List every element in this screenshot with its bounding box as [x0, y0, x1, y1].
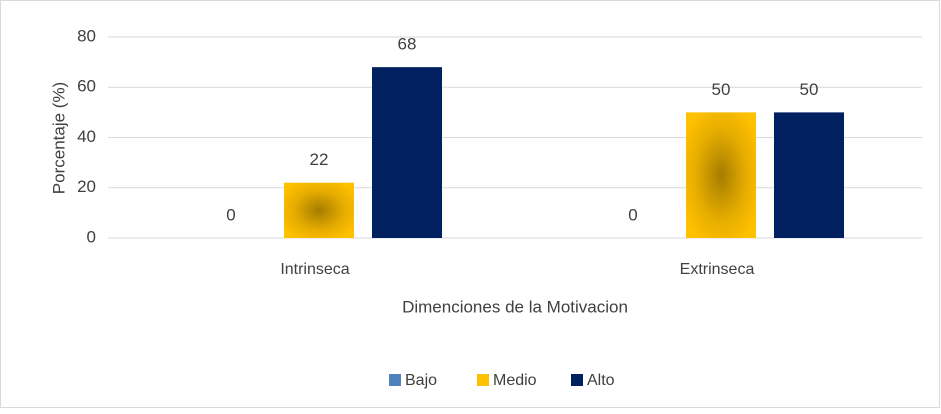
y-tick-label: 0 [87, 227, 96, 246]
x-tick-label: Intrinseca [280, 261, 349, 278]
legend-swatch [389, 374, 401, 386]
legend-swatch [477, 374, 489, 386]
legend-label: Bajo [405, 372, 437, 389]
bar [686, 112, 756, 238]
bar [372, 67, 442, 239]
x-tick-label: Extrinseca [680, 261, 755, 278]
legend-label: Medio [493, 372, 537, 389]
y-axis-title: Porcentaje (%) [49, 82, 68, 194]
data-label: 22 [310, 150, 329, 169]
y-tick-label: 60 [77, 77, 96, 96]
y-tick-label: 80 [77, 26, 96, 45]
data-label: 50 [800, 80, 819, 99]
x-axis-title: Dimenciones de la Motivacion [402, 297, 628, 316]
bar [284, 182, 354, 238]
data-label: 0 [226, 205, 235, 224]
data-label: 50 [712, 80, 731, 99]
y-tick-label: 40 [77, 127, 96, 146]
legend-label: Alto [587, 372, 615, 389]
data-label: 0 [628, 205, 637, 224]
y-tick-label: 20 [77, 177, 96, 196]
data-label: 68 [398, 35, 417, 54]
bar [774, 112, 844, 238]
legend-swatch [571, 374, 583, 386]
